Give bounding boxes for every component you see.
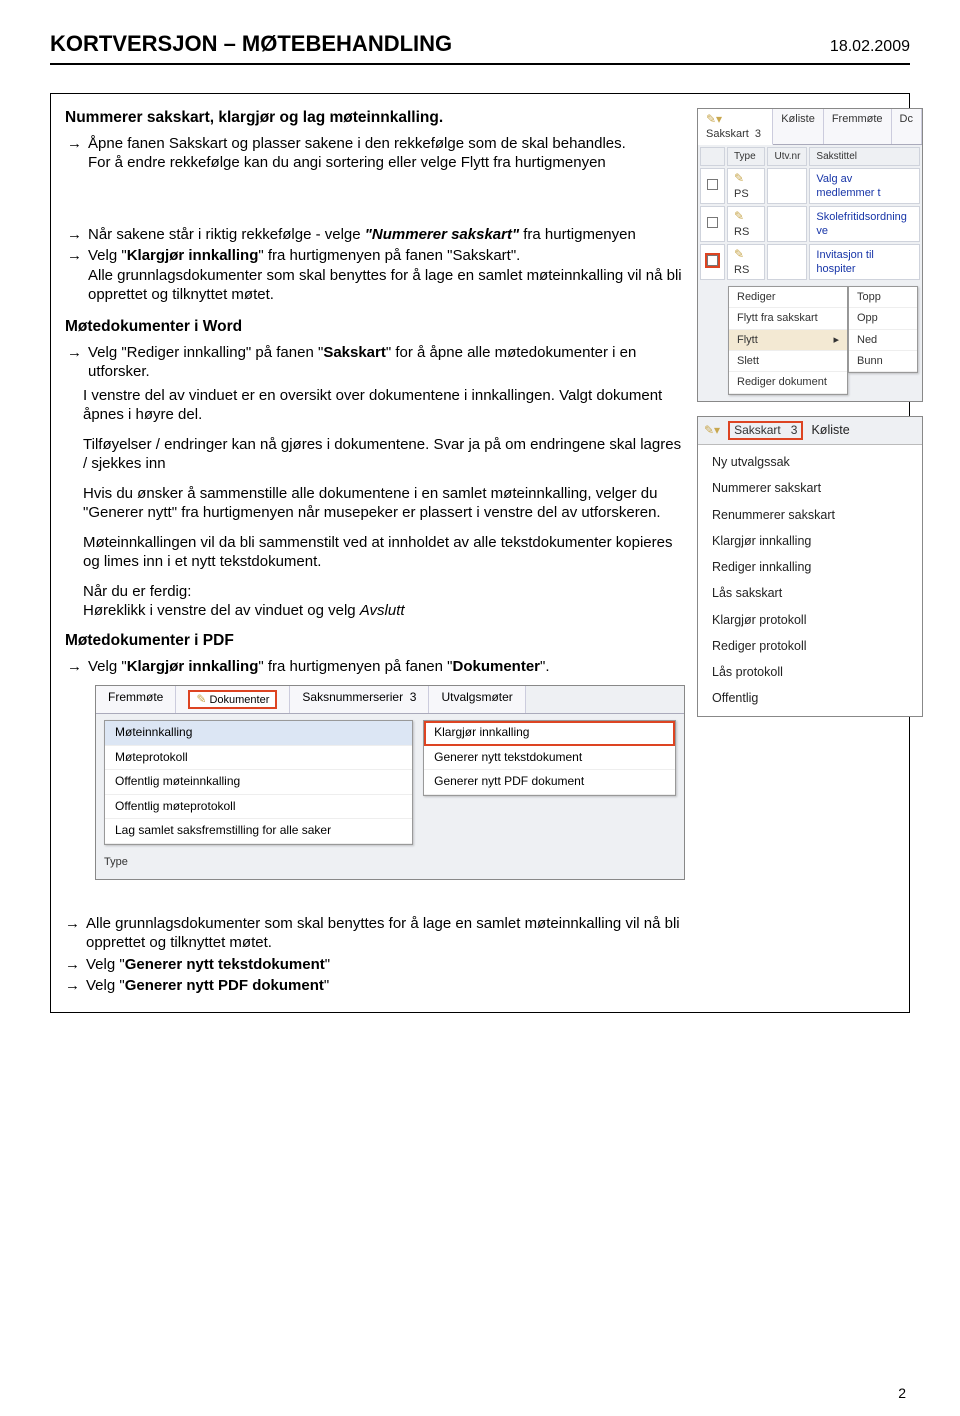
left-column: Nummerer sakskart, klargjør og lag møtei… bbox=[65, 108, 685, 998]
paragraph: Hvis du ønsker å sammenstille alle dokum… bbox=[65, 484, 685, 523]
list-item: → Når sakene står i riktig rekkefølge - … bbox=[65, 225, 685, 245]
menu-item[interactable]: Offentlig møteprotokoll bbox=[105, 795, 412, 820]
doc-date: 18.02.2009 bbox=[830, 37, 910, 58]
paragraph: I venstre del av vinduet er en oversikt … bbox=[65, 386, 685, 425]
list-item: → Velg "Klargjør innkalling" fra hurtigm… bbox=[65, 246, 685, 305]
paragraph: Tilføyelser / endringer kan nå gjøres i … bbox=[65, 435, 685, 474]
menu-item[interactable]: Flytt fra sakskart bbox=[729, 308, 847, 329]
arrow-icon: → bbox=[65, 955, 80, 975]
menu-item[interactable]: Rediger protokoll bbox=[698, 633, 922, 659]
arrow-icon: → bbox=[67, 343, 82, 382]
dropdown-right[interactable]: Klargjør innkalling Generer nytt tekstdo… bbox=[423, 720, 676, 796]
context-submenu[interactable]: Topp Opp Ned Bunn bbox=[848, 286, 918, 373]
arrow-icon: → bbox=[67, 246, 82, 305]
tab-sakskart[interactable]: ✎▾ Sakskart 3 bbox=[698, 109, 773, 146]
page-number: 2 bbox=[898, 1384, 906, 1402]
menu-item[interactable]: Slett bbox=[729, 351, 847, 372]
arrow-icon: → bbox=[67, 225, 82, 245]
section-heading: Nummerer sakskart, klargjør og lag møtei… bbox=[65, 108, 685, 128]
dropdown-left[interactable]: Møteinnkalling Møteprotokoll Offentlig m… bbox=[104, 720, 413, 845]
menu-item[interactable]: Ny utvalgssak bbox=[698, 449, 922, 475]
menu-item[interactable]: Lås protokoll bbox=[698, 659, 922, 685]
page-header: KORTVERSJON – MØTEBEHANDLING 18.02.2009 bbox=[50, 30, 910, 65]
menu-item[interactable]: Møteinnkalling bbox=[105, 721, 412, 746]
tab-koliste[interactable]: Køliste bbox=[773, 109, 824, 145]
highlight-sakskart: Sakskart 3 bbox=[728, 421, 803, 441]
menu-item[interactable]: Offentlig møteinnkalling bbox=[105, 770, 412, 795]
tab-dc[interactable]: Dc bbox=[892, 109, 922, 145]
table-row[interactable]: ✎ RSInvitasjon til hospiter bbox=[700, 244, 920, 280]
menu-item[interactable]: Klargjør protokoll bbox=[698, 607, 922, 633]
menu-item[interactable]: Offentlig bbox=[698, 685, 922, 711]
tab-utvalgsmoter[interactable]: Utvalgsmøter bbox=[429, 686, 525, 714]
tab-dokumenter[interactable]: ✎ Dokumenter bbox=[176, 686, 290, 714]
screenshot-sakskart-context: ✎▾ Sakskart 3 Køliste Ny utvalgssak Numm… bbox=[697, 416, 923, 717]
menu-item[interactable]: Møteprotokoll bbox=[105, 746, 412, 771]
menu-item[interactable]: Ned bbox=[849, 330, 917, 351]
section-heading: Møtedokumenter i PDF bbox=[65, 631, 685, 651]
menu-item[interactable]: Generer nytt PDF dokument bbox=[424, 770, 675, 795]
tab-koliste[interactable]: Køliste bbox=[811, 422, 849, 438]
tab-saksnummerserier[interactable]: Saksnummerserier 3 bbox=[290, 686, 429, 714]
table-row[interactable]: ✎ PSValg av medlemmer t bbox=[700, 168, 920, 204]
pencil-icon: ✎▾ bbox=[704, 423, 720, 439]
list-item: →Velg "Generer nytt tekstdokument" bbox=[65, 955, 685, 975]
menu-item[interactable]: Lås sakskart bbox=[698, 580, 922, 606]
list-item: → Åpne fanen Sakskart og plasser sakene … bbox=[65, 134, 685, 173]
menu-item[interactable]: Renummerer sakskart bbox=[698, 502, 922, 528]
context-list[interactable]: Ny utvalgssak Nummerer sakskart Renummer… bbox=[698, 445, 922, 716]
menu-item[interactable]: Generer nytt tekstdokument bbox=[424, 746, 675, 771]
menu-item[interactable]: Bunn bbox=[849, 351, 917, 372]
menu-item[interactable]: Rediger dokument bbox=[729, 372, 847, 393]
menu-item[interactable]: Flytt▸ bbox=[729, 330, 847, 351]
tab-fremmote[interactable]: Fremmøte bbox=[824, 109, 892, 145]
doc-title: KORTVERSJON – MØTEBEHANDLING bbox=[50, 30, 452, 59]
menu-item[interactable]: Topp bbox=[849, 287, 917, 308]
paragraph: Når du er ferdig: Høreklikk i venstre de… bbox=[65, 582, 685, 621]
screenshot-sakskart-grid: ✎▾ Sakskart 3 Køliste Fremmøte Dc TypeUt… bbox=[697, 108, 923, 402]
section-heading: Møtedokumenter i Word bbox=[65, 317, 685, 337]
screenshot-dokumenter-menu: Fremmøte ✎ Dokumenter Saksnummerserier 3… bbox=[95, 685, 685, 880]
list-item: →Velg "Generer nytt PDF dokument" bbox=[65, 976, 685, 996]
arrow-icon: → bbox=[67, 134, 82, 173]
menu-item[interactable]: Klargjør innkalling bbox=[698, 528, 922, 554]
paragraph: Møteinnkallingen vil da bli sammenstilt … bbox=[65, 533, 685, 572]
list-item: → Velg "Klargjør innkalling" fra hurtigm… bbox=[65, 657, 685, 677]
sakskart-grid: TypeUtv.nrSakstittel ✎ PSValg av medlemm… bbox=[698, 145, 922, 282]
menu-item[interactable]: Lag samlet saksfremstilling for alle sak… bbox=[105, 819, 412, 844]
list-item: → Velg "Rediger innkalling" på fanen "Sa… bbox=[65, 343, 685, 382]
tab-fremmote[interactable]: Fremmøte bbox=[96, 686, 176, 714]
table-row[interactable]: ✎ RSSkolefritidsordning ve bbox=[700, 206, 920, 242]
menu-item[interactable]: Rediger innkalling bbox=[698, 554, 922, 580]
menu-item[interactable]: Opp bbox=[849, 308, 917, 329]
menu-item[interactable]: Rediger bbox=[729, 287, 847, 308]
arrow-icon: → bbox=[65, 976, 80, 996]
arrow-icon: → bbox=[67, 657, 82, 677]
context-menu[interactable]: Rediger Flytt fra sakskart Flytt▸ Slett … bbox=[728, 286, 848, 394]
right-column: ✎▾ Sakskart 3 Køliste Fremmøte Dc TypeUt… bbox=[697, 108, 923, 998]
list-item: →Alle grunnlagsdokumenter som skal benyt… bbox=[65, 914, 685, 953]
bordered-section: Nummerer sakskart, klargjør og lag møtei… bbox=[50, 93, 910, 1013]
arrow-icon: → bbox=[65, 914, 80, 953]
menu-item[interactable]: Nummerer sakskart bbox=[698, 475, 922, 501]
menu-item[interactable]: Klargjør innkalling bbox=[424, 721, 675, 746]
